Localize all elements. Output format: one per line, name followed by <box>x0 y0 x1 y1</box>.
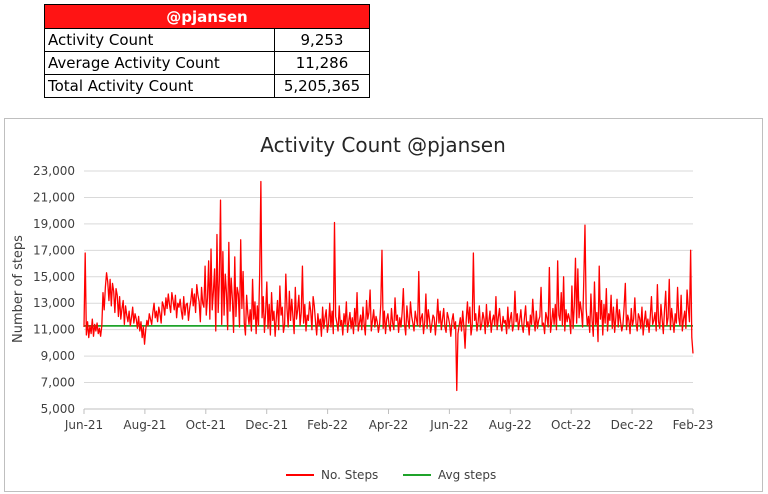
y-tick-label: 17,000 <box>33 243 75 257</box>
y-tick-label: 9,000 <box>41 349 75 363</box>
x-tick-label: Feb-23 <box>673 418 714 432</box>
x-axis <box>83 408 694 414</box>
x-tick-label: Aug-22 <box>489 418 532 432</box>
y-tick-label: 19,000 <box>33 217 75 231</box>
x-tick-label: Oct-22 <box>551 418 591 432</box>
summary-table: @pjansen Activity Count 9,253 Average Ac… <box>44 4 370 98</box>
steps-line <box>83 180 694 392</box>
chart-area: Activity Count @pjansen 5,000 7,000 9,000 1… <box>4 118 763 492</box>
y-tick-label: 15,000 <box>33 270 75 284</box>
summary-row-label: Average Activity Count <box>44 51 275 75</box>
chart-title: Activity Count @pjansen <box>260 133 506 157</box>
steps-series <box>83 180 694 392</box>
summary-row-label: Total Activity Count <box>44 74 275 98</box>
x-tick-label: Aug-21 <box>123 418 166 432</box>
summary-row-value: 9,253 <box>274 28 370 52</box>
x-tick-label: Feb-22 <box>307 418 348 432</box>
summary-row-activity-count: Activity Count 9,253 <box>44 28 370 52</box>
summary-header: @pjansen <box>44 4 370 29</box>
y-tick-label: 23,000 <box>33 164 75 178</box>
y-axis-title: Number of steps <box>11 235 26 343</box>
y-tick-label: 13,000 <box>33 296 75 310</box>
summary-row-average-activity-count: Average Activity Count 11,286 <box>44 51 370 75</box>
grid-lines <box>84 170 693 410</box>
y-tick-label: 7,000 <box>41 376 75 390</box>
legend: No. Steps Avg steps <box>286 468 496 482</box>
y-tick-label: 11,000 <box>33 323 75 337</box>
summary-row-label: Activity Count <box>44 28 275 52</box>
y-tick-labels: 5,000 7,000 9,000 11,000 13,000 15,000 17,000 1… <box>33 164 75 416</box>
x-tick-labels: Jun-21 Aug-21 Oct-21 Dec-21 Feb-22 Apr-22 Jun-… <box>64 418 714 432</box>
x-tick-label: Apr-22 <box>369 418 409 432</box>
x-tick-label: Jun-22 <box>429 418 468 432</box>
activity-chart: Activity Count @pjansen 5,000 7,000 9,000 1… <box>11 133 714 482</box>
x-tick-label: Oct-21 <box>186 418 226 432</box>
summary-row-value: 11,286 <box>274 51 370 75</box>
x-tick-label: Dec-21 <box>245 418 288 432</box>
y-tick-label: 5,000 <box>41 402 75 416</box>
summary-row-value: 5,205,365 <box>274 74 370 98</box>
legend-avg-label: Avg steps <box>438 468 496 482</box>
x-tick-label: Dec-22 <box>611 418 654 432</box>
summary-row-total-activity-count: Total Activity Count 5,205,365 <box>44 74 370 98</box>
y-tick-label: 21,000 <box>33 190 75 204</box>
legend-steps-label: No. Steps <box>321 468 378 482</box>
x-tick-label: Jun-21 <box>64 418 103 432</box>
